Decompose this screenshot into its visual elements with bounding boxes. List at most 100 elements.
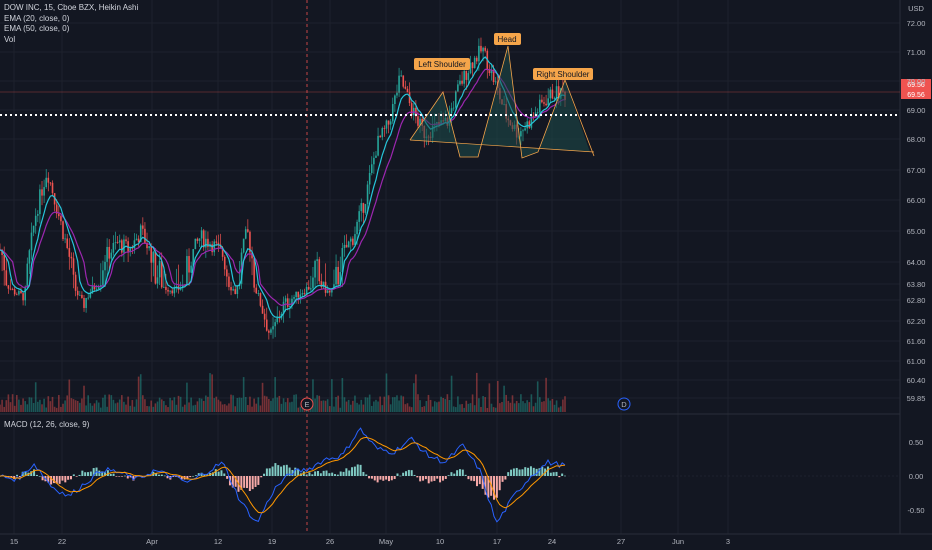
volume-bar	[173, 397, 176, 412]
candle-body	[223, 256, 226, 270]
macd-histogram-bar	[268, 468, 271, 476]
candle-body	[114, 242, 117, 243]
candle-body	[232, 289, 234, 291]
macd-histogram-bar	[50, 476, 53, 485]
volume-bar	[171, 400, 174, 412]
macd-histogram-bar	[416, 476, 419, 478]
candle-body	[221, 247, 224, 257]
volume-bar	[112, 399, 115, 412]
dividend-marker[interactable]: D	[617, 397, 631, 411]
macd-histogram-bar	[282, 465, 285, 476]
volume-bar	[127, 396, 129, 412]
macd-histogram-bar	[157, 474, 160, 476]
macd-histogram-bar	[532, 467, 535, 476]
volume-bar	[13, 405, 16, 412]
volume-bar	[473, 405, 476, 412]
candle-body	[370, 164, 373, 174]
candle-body	[333, 284, 335, 289]
candle-body	[51, 182, 54, 194]
volume-bar	[11, 394, 14, 412]
volume-bar	[22, 398, 24, 412]
macd-histogram-bar	[206, 474, 209, 476]
volume-bar	[253, 398, 255, 412]
candle-body	[293, 297, 295, 299]
candle-body	[362, 203, 365, 213]
volume-bar	[555, 400, 558, 412]
volume-bar	[387, 395, 390, 412]
time-tick-label: 22	[58, 537, 66, 546]
volume-bar	[58, 394, 60, 412]
macd-histogram-bar	[422, 476, 425, 481]
volume-bar	[431, 406, 434, 412]
macd-histogram-bar	[254, 476, 257, 487]
volume-bar	[32, 402, 35, 412]
volume-bar	[406, 403, 409, 412]
candle-body	[152, 251, 155, 263]
volume-bar	[396, 395, 398, 412]
volume-bar	[511, 395, 514, 412]
volume-bar	[457, 396, 459, 412]
volume-bar	[177, 395, 180, 412]
volume-bar	[343, 397, 346, 412]
macd-histogram-bar	[67, 476, 70, 480]
volume-bar	[356, 402, 358, 412]
time-tick-label: Apr	[146, 537, 158, 546]
volume-bar	[465, 400, 468, 412]
macd-histogram-bar	[430, 476, 433, 482]
macd-histogram-bar	[24, 471, 27, 476]
candle-body	[314, 260, 316, 278]
candle-body	[215, 241, 218, 243]
volume-bar	[358, 404, 360, 412]
volume-bar	[152, 406, 155, 412]
candle-body	[169, 290, 171, 292]
macd-histogram-bar	[58, 476, 61, 484]
volume-bar	[150, 400, 153, 412]
candle-body	[301, 293, 304, 295]
candle-body	[452, 107, 455, 109]
candle-body	[55, 204, 58, 214]
macd-histogram-bar	[200, 472, 203, 476]
volume-bar	[278, 395, 281, 412]
volume-bar	[488, 383, 491, 412]
candle-body	[257, 293, 260, 294]
volume-bar	[415, 374, 417, 412]
macd-histogram-bar	[160, 474, 163, 476]
macd-histogram-bar	[38, 475, 41, 477]
macd-histogram-bar	[498, 476, 501, 491]
volume-bar	[349, 404, 352, 412]
candle-body	[30, 232, 33, 251]
candle-body	[230, 287, 232, 291]
macd-histogram-bar	[515, 467, 518, 476]
macd-histogram-bar	[456, 470, 459, 476]
volume-bar	[259, 405, 262, 412]
price-tick-label: 61.00	[907, 357, 926, 366]
macd-histogram-bar	[518, 469, 521, 476]
legend-ema20: EMA (20, close, 0)	[4, 13, 70, 23]
macd-histogram-bar	[419, 476, 422, 482]
volume-bar	[528, 402, 531, 412]
macd-histogram-bar	[257, 476, 260, 485]
volume-bar	[375, 399, 377, 412]
earnings-marker[interactable]: E	[300, 397, 314, 411]
macd-histogram-bar	[291, 469, 294, 476]
macd-histogram-bar	[541, 466, 544, 476]
volume-bar	[469, 403, 472, 412]
candle-body	[190, 265, 192, 273]
volume-bar	[559, 406, 562, 412]
candle-body	[286, 298, 289, 307]
candle-body	[450, 108, 453, 114]
volume-bar	[373, 401, 375, 412]
candle-body	[18, 290, 20, 295]
volume-bar	[139, 374, 142, 412]
macd-histogram-bar	[140, 476, 143, 478]
volume-bar	[475, 372, 478, 412]
candle-body	[366, 184, 369, 205]
volume-bar	[385, 373, 388, 412]
macd-histogram-bar	[484, 476, 487, 495]
volume-bar	[207, 396, 209, 412]
volume-bar	[108, 394, 111, 412]
volume-bar	[547, 398, 549, 412]
candle-body	[356, 221, 358, 235]
volume-bar	[131, 400, 134, 412]
macd-histogram-bar	[467, 476, 470, 480]
